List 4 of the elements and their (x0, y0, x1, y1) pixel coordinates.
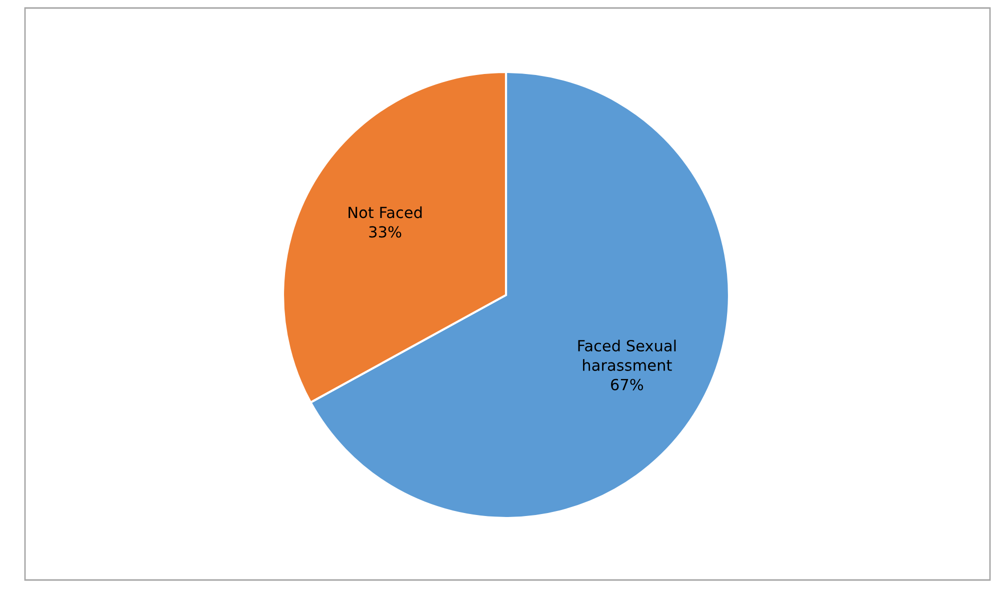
data-label: 67% (611, 378, 644, 390)
slice-label: Faced Sexual harassment (578, 340, 676, 371)
slice-label: Not Faced (348, 206, 422, 218)
data-label: 33% (369, 226, 402, 238)
